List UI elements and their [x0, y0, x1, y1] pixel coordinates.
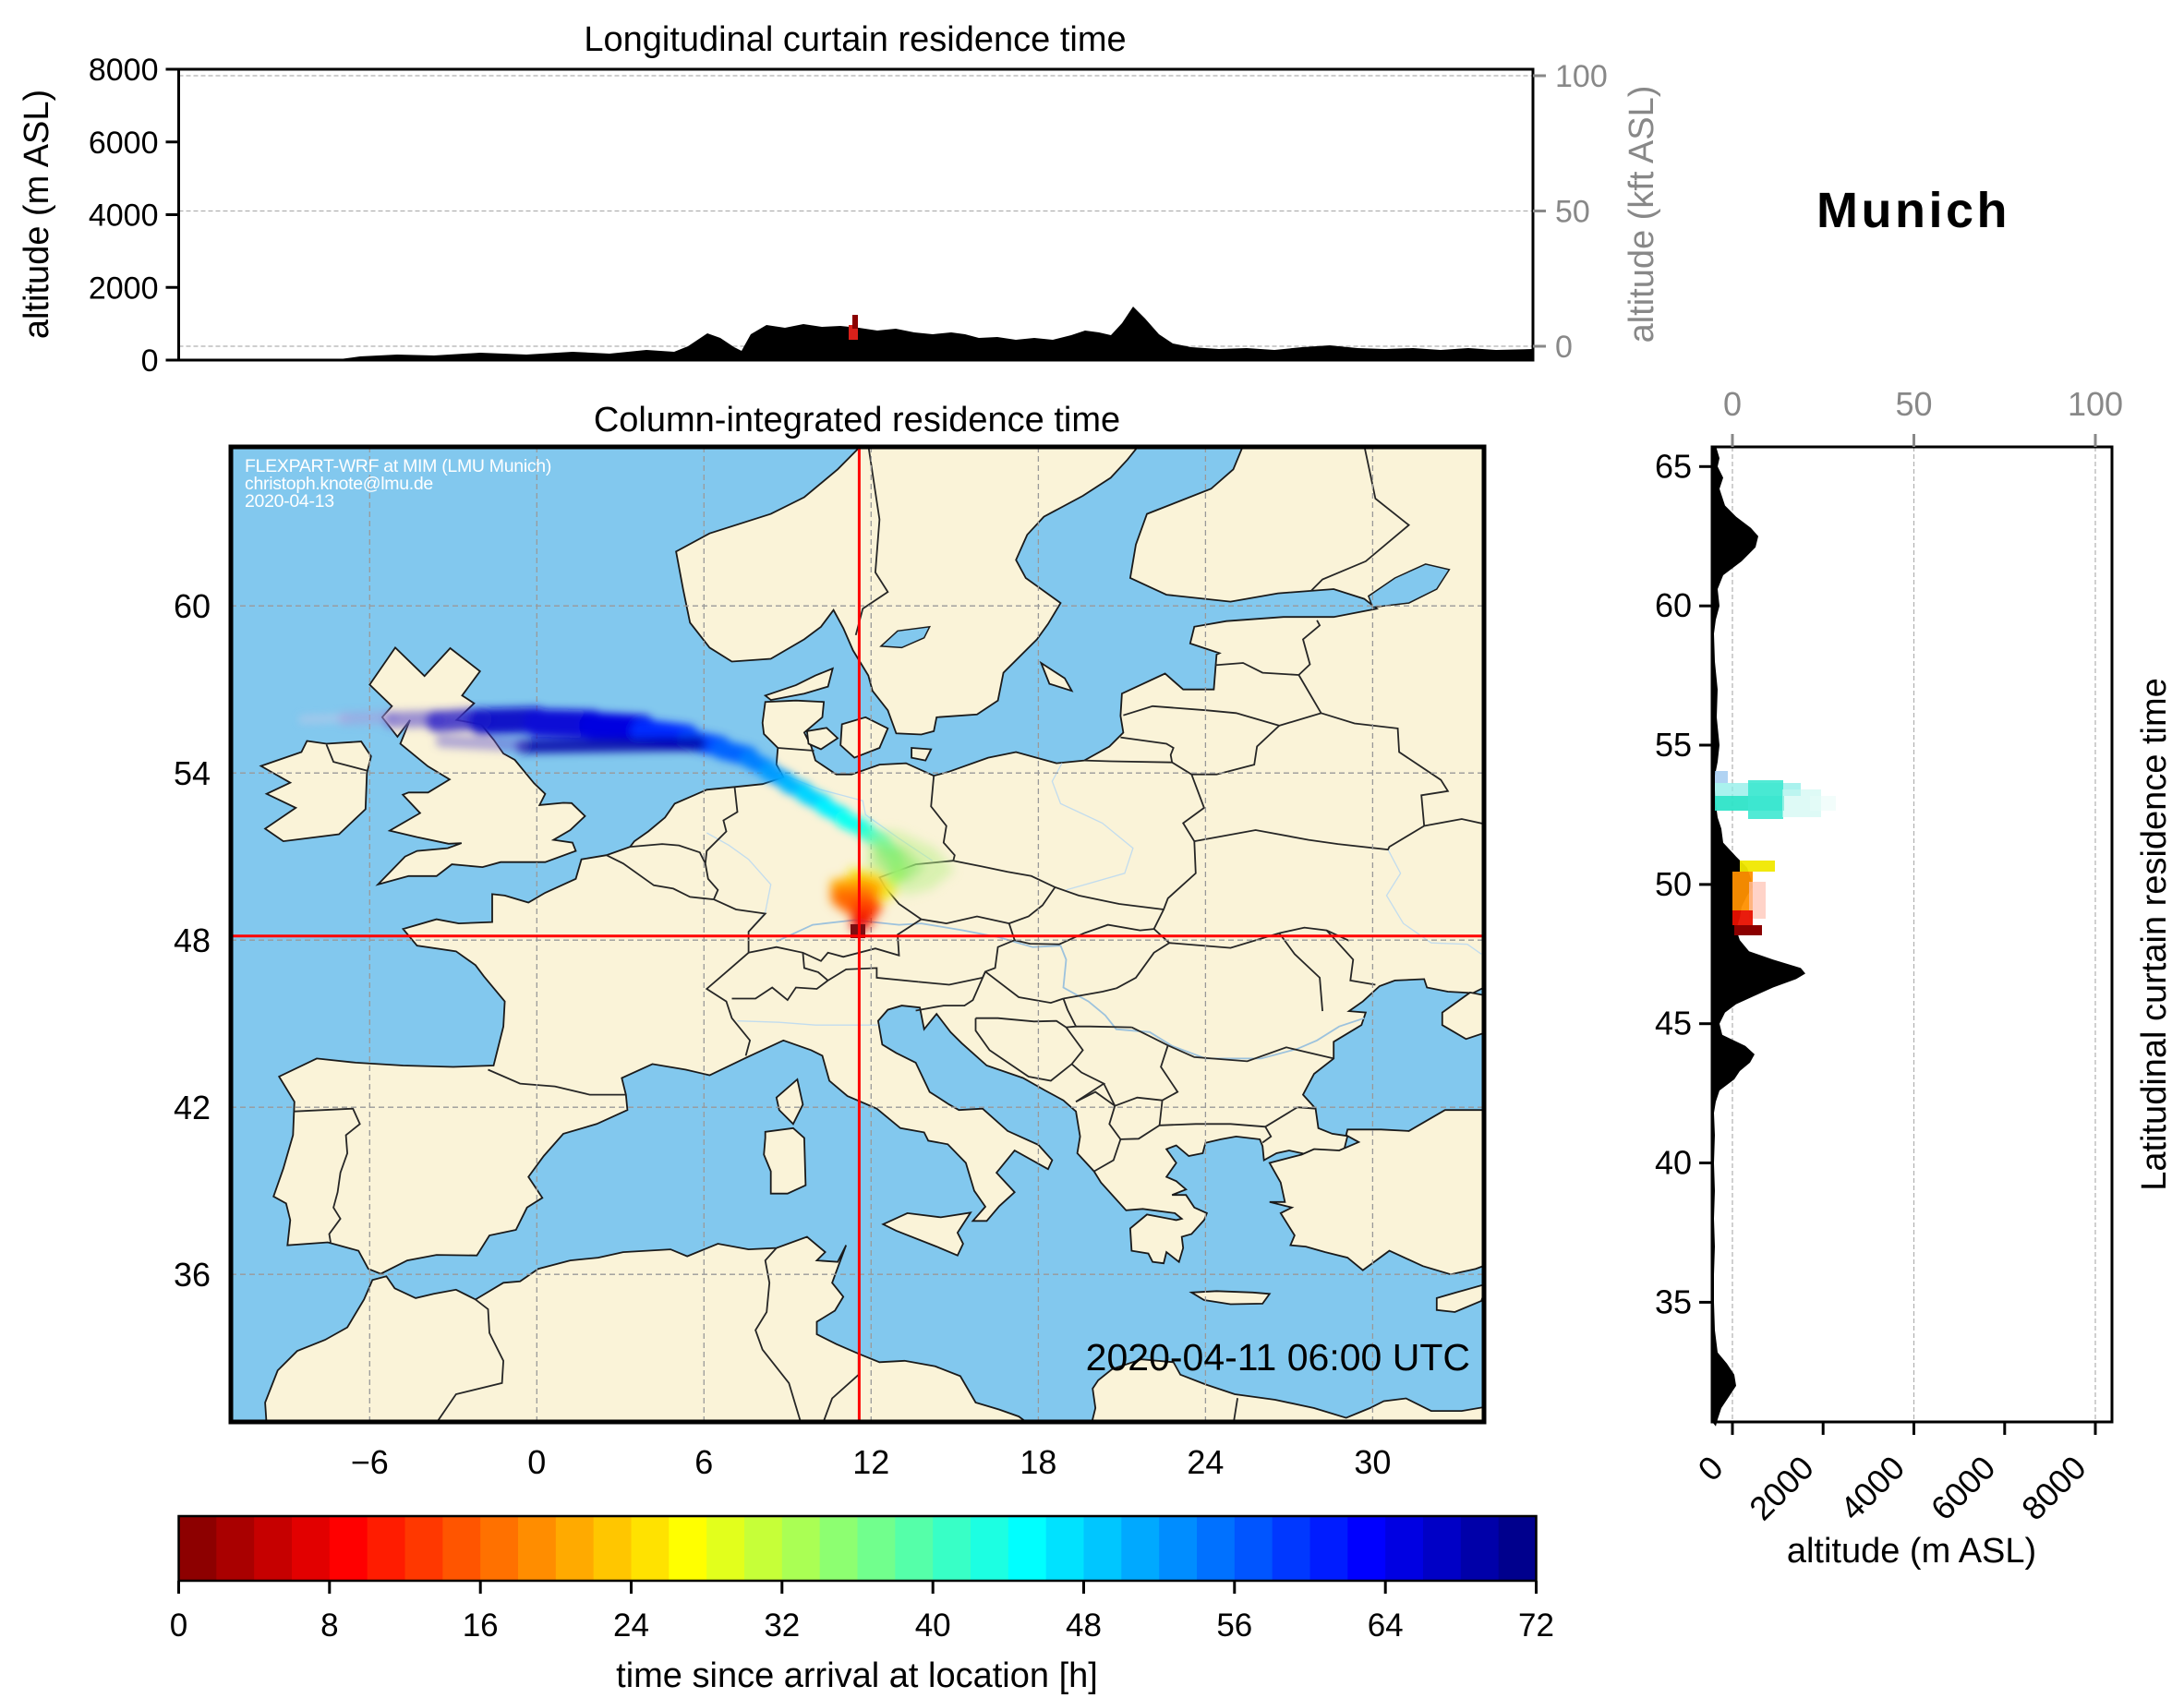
svg-text:8000: 8000: [89, 53, 159, 88]
svg-text:65: 65: [1655, 447, 1692, 485]
svg-text:48: 48: [174, 921, 211, 959]
svg-text:54: 54: [174, 754, 211, 792]
svg-text:2000: 2000: [89, 271, 159, 306]
svg-text:altitude (m ASL): altitude (m ASL): [1787, 1532, 2036, 1571]
svg-text:Column-integrated residence ti: Column-integrated residence time: [594, 401, 1120, 440]
svg-text:30: 30: [1354, 1443, 1391, 1481]
svg-text:50: 50: [1895, 385, 1932, 423]
svg-text:altitude (m ASL): altitude (m ASL): [18, 90, 56, 339]
svg-text:Longitudinal curtain residence: Longitudinal curtain residence time: [584, 20, 1126, 59]
svg-text:2020-04-13: 2020-04-13: [245, 491, 334, 512]
svg-text:36: 36: [174, 1256, 211, 1294]
svg-text:0: 0: [141, 343, 159, 379]
svg-text:FLEXPART-WRF at MIM (LMU Munic: FLEXPART-WRF at MIM (LMU Munich): [245, 456, 551, 476]
svg-text:time since arrival at location: time since arrival at location [h]: [616, 1656, 1098, 1695]
svg-text:40: 40: [915, 1608, 951, 1644]
svg-text:35: 35: [1655, 1283, 1692, 1320]
svg-text:0: 0: [1723, 385, 1742, 423]
svg-text:0: 0: [170, 1608, 187, 1644]
svg-text:Latitudinal curtain residence: Latitudinal curtain residence time: [2135, 678, 2174, 1191]
svg-text:100: 100: [1555, 59, 1608, 94]
svg-text:4000: 4000: [89, 199, 159, 234]
svg-text:0: 0: [527, 1443, 546, 1481]
svg-text:72: 72: [1518, 1608, 1554, 1644]
svg-text:Munich: Munich: [1816, 183, 2010, 238]
svg-text:45: 45: [1655, 1005, 1692, 1042]
svg-text:16: 16: [463, 1608, 499, 1644]
svg-text:100: 100: [2068, 385, 2123, 423]
svg-text:24: 24: [1187, 1443, 1224, 1481]
svg-text:24: 24: [613, 1608, 649, 1644]
svg-text:0: 0: [1555, 330, 1573, 365]
svg-text:60: 60: [174, 587, 211, 625]
svg-text:55: 55: [1655, 726, 1692, 764]
svg-text:50: 50: [1655, 865, 1692, 903]
svg-text:christoph.knote@lmu.de: christoph.knote@lmu.de: [245, 474, 433, 494]
svg-text:18: 18: [1020, 1443, 1056, 1481]
svg-text:6: 6: [694, 1443, 713, 1481]
svg-text:40: 40: [1655, 1144, 1692, 1182]
svg-text:42: 42: [174, 1089, 211, 1126]
svg-text:56: 56: [1216, 1608, 1252, 1644]
svg-text:6000: 6000: [89, 126, 159, 161]
svg-text:8: 8: [320, 1608, 338, 1644]
svg-text:2020-04-11 06:00 UTC: 2020-04-11 06:00 UTC: [1086, 1336, 1470, 1379]
svg-text:−6: −6: [351, 1443, 389, 1481]
svg-text:32: 32: [764, 1608, 800, 1644]
svg-text:60: 60: [1655, 586, 1692, 624]
svg-text:12: 12: [852, 1443, 889, 1481]
svg-text:64: 64: [1368, 1608, 1404, 1644]
svg-text:50: 50: [1555, 195, 1590, 230]
svg-text:48: 48: [1066, 1608, 1102, 1644]
svg-text:altitude (kft ASL): altitude (kft ASL): [1623, 86, 1661, 343]
